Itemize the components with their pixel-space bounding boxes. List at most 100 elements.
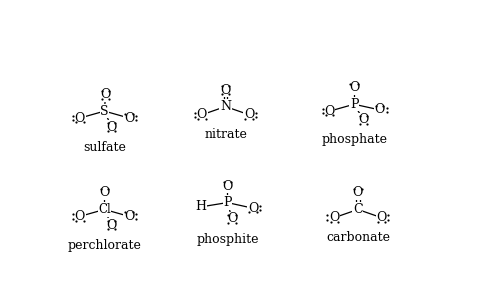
- Point: [329, 113, 337, 118]
- Point: [374, 219, 382, 224]
- Point: [194, 116, 202, 121]
- Point: [322, 113, 329, 118]
- Text: O: O: [124, 112, 134, 124]
- Text: O: O: [349, 81, 359, 94]
- Text: P: P: [223, 196, 232, 209]
- Point: [363, 121, 371, 126]
- Point: [98, 97, 105, 101]
- Point: [72, 218, 80, 223]
- Text: O: O: [244, 108, 254, 121]
- Text: O: O: [197, 108, 207, 121]
- Point: [381, 219, 389, 224]
- Point: [385, 218, 392, 222]
- Text: H: H: [196, 200, 206, 213]
- Point: [129, 210, 137, 215]
- Text: O: O: [75, 112, 85, 124]
- Point: [363, 113, 371, 118]
- Text: O: O: [358, 113, 368, 126]
- Point: [132, 118, 140, 123]
- Point: [380, 103, 387, 108]
- Point: [69, 118, 77, 123]
- Text: perchlorate: perchlorate: [67, 239, 142, 252]
- Point: [225, 83, 233, 88]
- Point: [383, 110, 390, 115]
- Point: [132, 113, 140, 118]
- Point: [319, 111, 326, 116]
- Point: [256, 208, 264, 213]
- Point: [225, 92, 233, 97]
- Point: [104, 129, 112, 134]
- Point: [105, 97, 113, 101]
- Point: [256, 203, 264, 208]
- Point: [232, 221, 240, 225]
- Point: [98, 88, 105, 93]
- Point: [253, 210, 261, 215]
- Text: O: O: [99, 187, 110, 200]
- Point: [111, 129, 119, 134]
- Text: O: O: [376, 211, 386, 224]
- Text: O: O: [220, 83, 231, 97]
- Text: O: O: [248, 202, 258, 215]
- Point: [80, 120, 87, 124]
- Point: [132, 212, 140, 217]
- Point: [242, 116, 249, 121]
- Point: [80, 218, 87, 223]
- Point: [72, 120, 80, 124]
- Text: O: O: [374, 103, 385, 116]
- Text: O: O: [222, 180, 233, 193]
- Point: [245, 210, 253, 215]
- Point: [111, 121, 119, 125]
- Point: [372, 103, 380, 108]
- Point: [356, 113, 364, 118]
- Point: [356, 121, 364, 126]
- Text: O: O: [75, 210, 85, 223]
- Text: sulfate: sulfate: [83, 141, 126, 154]
- Point: [129, 112, 137, 116]
- Point: [334, 219, 342, 224]
- Text: O: O: [329, 211, 340, 224]
- Point: [218, 92, 225, 97]
- Point: [346, 81, 354, 86]
- Point: [232, 212, 240, 217]
- Text: C: C: [353, 203, 363, 216]
- Point: [218, 83, 225, 88]
- Point: [69, 113, 77, 118]
- Text: P: P: [350, 98, 358, 111]
- Text: O: O: [100, 88, 111, 101]
- Point: [202, 116, 209, 121]
- Point: [69, 216, 77, 221]
- Text: Cl: Cl: [98, 203, 111, 216]
- Text: O: O: [124, 210, 134, 223]
- Point: [97, 187, 104, 191]
- Point: [104, 219, 112, 224]
- Point: [319, 107, 326, 111]
- Point: [122, 210, 129, 215]
- Point: [227, 180, 235, 184]
- Point: [324, 218, 331, 222]
- Text: nitrate: nitrate: [204, 129, 247, 141]
- Text: O: O: [106, 219, 117, 232]
- Point: [105, 88, 113, 93]
- Point: [220, 180, 227, 184]
- Point: [326, 219, 334, 224]
- Point: [358, 187, 366, 191]
- Point: [104, 187, 112, 191]
- Point: [122, 112, 129, 116]
- Point: [224, 221, 232, 225]
- Point: [354, 81, 362, 86]
- Point: [191, 115, 199, 119]
- Point: [252, 110, 260, 115]
- Point: [383, 105, 390, 110]
- Text: carbonate: carbonate: [326, 231, 390, 244]
- Text: phosphate: phosphate: [321, 133, 387, 146]
- Point: [249, 116, 257, 121]
- Text: O: O: [227, 212, 237, 225]
- Text: O: O: [324, 105, 335, 118]
- Point: [385, 213, 392, 218]
- Text: O: O: [353, 187, 363, 200]
- Text: N: N: [220, 100, 231, 113]
- Point: [69, 212, 77, 217]
- Point: [132, 216, 140, 221]
- Point: [224, 212, 232, 217]
- Point: [104, 227, 112, 232]
